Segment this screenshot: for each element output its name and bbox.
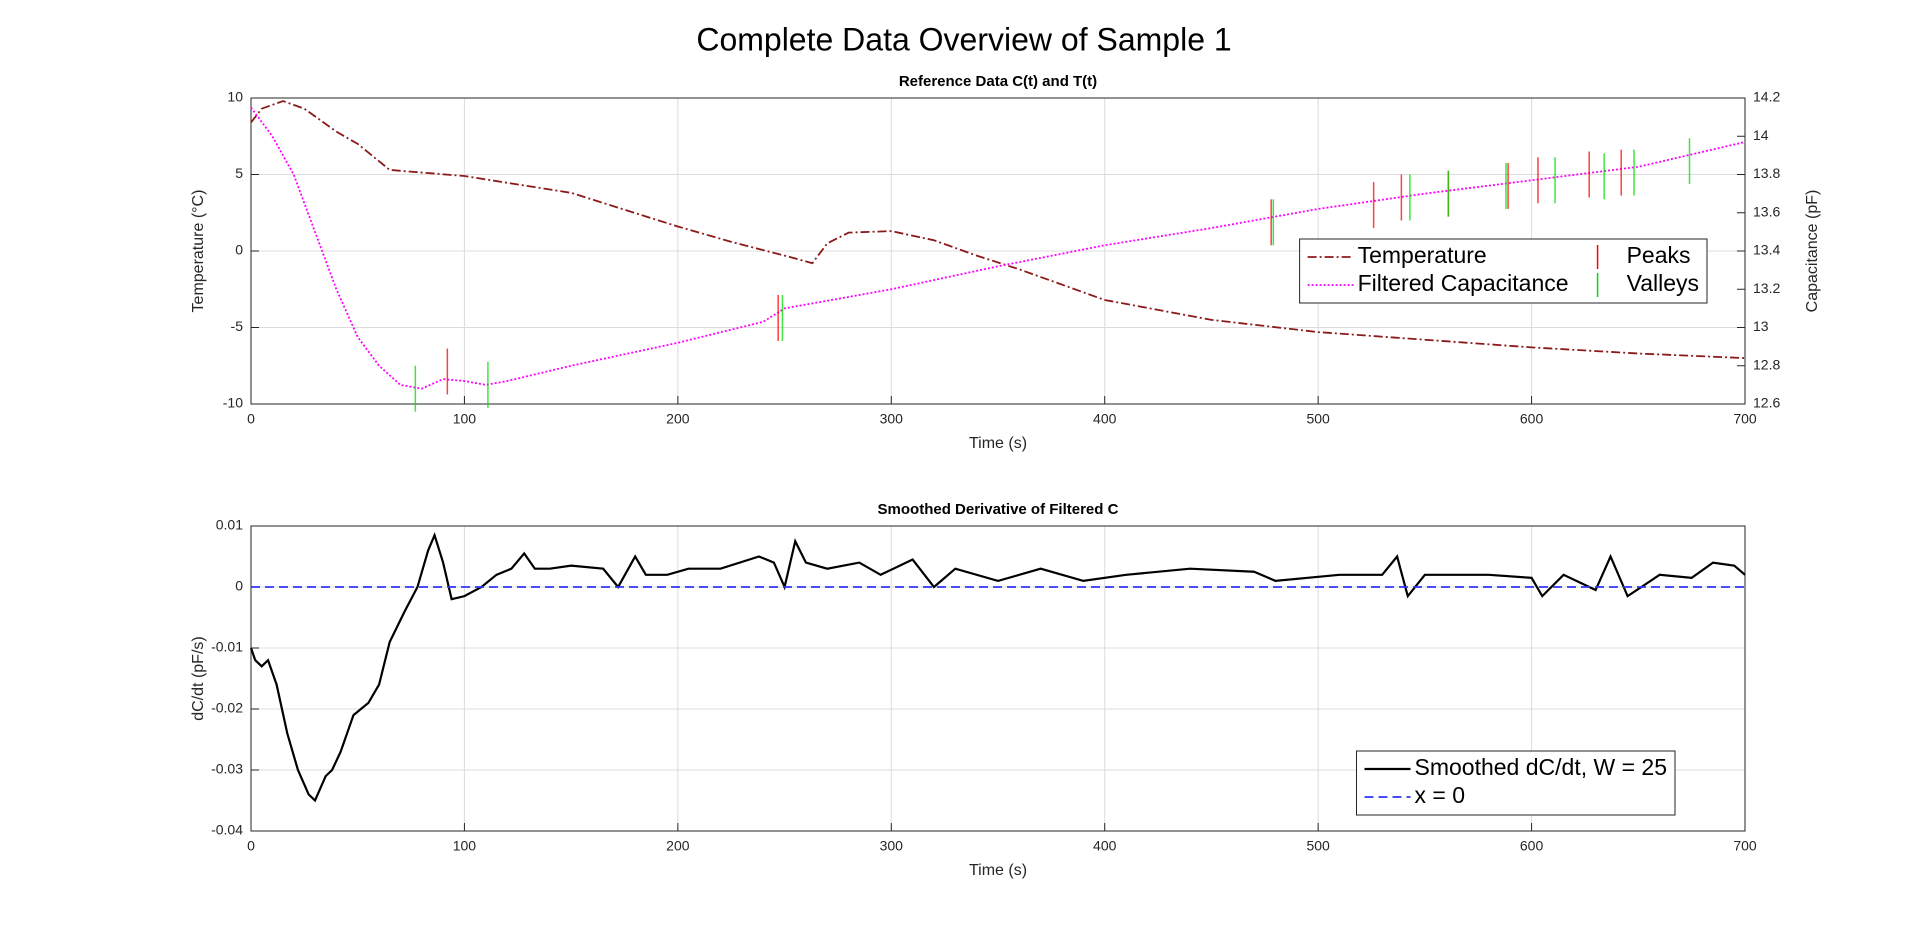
x-tick-label: 300 bbox=[880, 411, 904, 427]
axes-title: Reference Data C(t) and T(t) bbox=[899, 73, 1097, 90]
data-line bbox=[250, 100, 1746, 359]
y-axis-label: Temperature (°C) bbox=[190, 190, 207, 313]
x-tick-label: 400 bbox=[1093, 411, 1117, 427]
legend-label: Temperature bbox=[1358, 242, 1487, 268]
axes-box bbox=[250, 97, 1746, 405]
legend-label: Peaks bbox=[1627, 242, 1691, 268]
y2-tick-label: 14 bbox=[1753, 127, 1769, 143]
legend-label: Filtered Capacitance bbox=[1358, 270, 1569, 296]
y2-tick-label: 14.2 bbox=[1753, 89, 1780, 105]
x-tick-label: 200 bbox=[666, 411, 690, 427]
x-tick-label: 0 bbox=[247, 838, 255, 854]
x-tick-label: 700 bbox=[1733, 838, 1757, 854]
legend: Smoothed dC/dt, W = 25x = 0 bbox=[1356, 750, 1676, 816]
axes-box bbox=[250, 525, 1746, 832]
figure-title: Complete Data Overview of Sample 1 bbox=[696, 21, 1231, 57]
y-tick-label: 0.01 bbox=[216, 517, 243, 533]
y2-tick-label: 12.6 bbox=[1753, 395, 1780, 411]
x-tick-label: 600 bbox=[1520, 411, 1544, 427]
y-tick-label: 10 bbox=[227, 89, 243, 105]
y2-tick-label: 12.8 bbox=[1753, 356, 1780, 372]
x-tick-label: 600 bbox=[1520, 838, 1544, 854]
data-line bbox=[249, 531, 1746, 803]
y-axis-label: dC/dt (pF/s) bbox=[190, 636, 207, 720]
x-tick-label: 500 bbox=[1306, 838, 1330, 854]
x-tick-label: 400 bbox=[1093, 838, 1117, 854]
legend-box bbox=[1356, 750, 1676, 816]
x-tick-label: 500 bbox=[1306, 411, 1330, 427]
x-tick-label: 700 bbox=[1733, 411, 1757, 427]
x-tick-label: 200 bbox=[666, 838, 690, 854]
legend-label: x = 0 bbox=[1415, 782, 1466, 808]
y2-tick-label: 13.2 bbox=[1753, 280, 1780, 296]
x-tick-label: 300 bbox=[880, 838, 904, 854]
x-tick-label: 0 bbox=[247, 411, 255, 427]
y2-tick-label: 13.6 bbox=[1753, 203, 1780, 219]
legend-box bbox=[1299, 238, 1708, 304]
legend-label: Valleys bbox=[1627, 270, 1699, 296]
y-tick-label: -0.03 bbox=[211, 761, 243, 777]
data-line bbox=[250, 107, 1746, 390]
y-tick-label: 5 bbox=[235, 165, 243, 181]
y2-axis-label: Capacitance (pF) bbox=[1804, 190, 1821, 313]
y-tick-label: -10 bbox=[223, 395, 243, 411]
y-tick-label: -5 bbox=[231, 318, 244, 334]
x-tick-label: 100 bbox=[453, 838, 477, 854]
y2-tick-label: 13.4 bbox=[1753, 242, 1780, 258]
y-tick-label: -0.02 bbox=[211, 700, 243, 716]
y2-tick-label: 13 bbox=[1753, 318, 1769, 334]
legend-label: Smoothed dC/dt, W = 25 bbox=[1415, 754, 1668, 780]
y2-tick-label: 13.8 bbox=[1753, 165, 1780, 181]
y-tick-label: -0.04 bbox=[211, 822, 243, 838]
y-tick-label: 0 bbox=[235, 242, 243, 258]
x-tick-label: 100 bbox=[453, 411, 477, 427]
x-axis-label: Time (s) bbox=[969, 862, 1027, 879]
y-tick-label: 0 bbox=[235, 578, 243, 594]
x-axis-label: Time (s) bbox=[969, 435, 1027, 452]
axes-title: Smoothed Derivative of Filtered C bbox=[878, 501, 1119, 518]
y-tick-label: -0.01 bbox=[211, 639, 243, 655]
